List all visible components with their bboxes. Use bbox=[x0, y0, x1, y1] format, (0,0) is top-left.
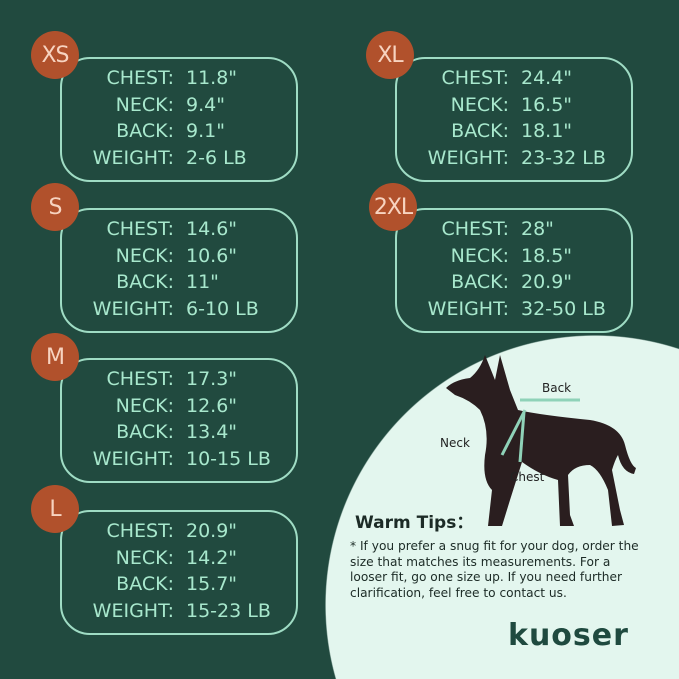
neck-value: 14.2" bbox=[186, 546, 238, 569]
size-card-xl: CHEST: 24.4" NECK: 16.5" BACK: 18.1" WEIGHT: 23… bbox=[395, 57, 633, 182]
size-badge: XS bbox=[31, 31, 79, 79]
weight-label: WEIGHT: bbox=[92, 447, 174, 470]
chest-row: CHEST: 17.3" bbox=[62, 368, 296, 394]
back-value: 15.7" bbox=[186, 573, 238, 595]
size-card-m: CHEST: 17.3" NECK: 12.6" BACK: 13.4" WEIGHT: 10… bbox=[60, 358, 298, 483]
neck-label: NECK: bbox=[115, 394, 174, 417]
back-row: BACK: 11" bbox=[62, 271, 296, 297]
chest-label: CHEST: bbox=[106, 218, 174, 240]
neck-value: 9.4" bbox=[186, 93, 225, 116]
neck-value: 18.5" bbox=[521, 244, 573, 267]
neck-value: 16.5" bbox=[521, 93, 573, 116]
back-row: BACK: 15.7" bbox=[62, 573, 296, 599]
chest-row: CHEST: 11.8" bbox=[62, 67, 296, 93]
back-label: BACK: bbox=[116, 120, 174, 142]
chest-label: CHEST: bbox=[106, 520, 174, 542]
chest-value: 20.9" bbox=[186, 520, 238, 542]
neck-value: 10.6" bbox=[186, 244, 238, 267]
neck-row: NECK: 16.5" bbox=[397, 94, 631, 120]
neck-value: 12.6" bbox=[186, 394, 238, 417]
weight-row: WEIGHT: 2-6 LB bbox=[62, 147, 296, 173]
weight-row: WEIGHT: 32-50 LB bbox=[397, 298, 631, 324]
weight-label: WEIGHT: bbox=[92, 599, 174, 622]
size-badge: L bbox=[31, 485, 79, 533]
weight-label: WEIGHT: bbox=[427, 146, 509, 169]
weight-row: WEIGHT: 15-23 LB bbox=[62, 600, 296, 626]
neck-label: NECK: bbox=[115, 546, 174, 569]
neck-label: NECK: bbox=[450, 244, 509, 267]
chest-label: CHEST: bbox=[106, 368, 174, 390]
back-label: BACK: bbox=[116, 573, 174, 595]
size-card-l: CHEST: 20.9" NECK: 14.2" BACK: 15.7" WEIGHT: 15… bbox=[60, 510, 298, 635]
back-row: BACK: 13.4" bbox=[62, 421, 296, 447]
neck-row: NECK: 10.6" bbox=[62, 245, 296, 271]
tips-text: * If you prefer a snug fit for your dog,… bbox=[350, 539, 639, 600]
weight-label: WEIGHT: bbox=[427, 297, 509, 320]
neck-row: NECK: 9.4" bbox=[62, 94, 296, 120]
chest-label: CHEST: bbox=[441, 67, 509, 89]
chest-row: CHEST: 20.9" bbox=[62, 520, 296, 546]
chest-value: 28" bbox=[521, 218, 554, 240]
size-card-s: CHEST: 14.6" NECK: 10.6" BACK: 11" WEIGHT: 6-10… bbox=[60, 208, 298, 333]
back-label: Back bbox=[542, 381, 572, 395]
back-label: BACK: bbox=[116, 421, 174, 443]
back-label: BACK: bbox=[451, 120, 509, 142]
weight-row: WEIGHT: 10-15 LB bbox=[62, 448, 296, 474]
neck-row: NECK: 12.6" bbox=[62, 395, 296, 421]
weight-row: WEIGHT: 23-32 LB bbox=[397, 147, 631, 173]
weight-value: 6-10 LB bbox=[186, 297, 259, 320]
size-badge: M bbox=[31, 333, 79, 381]
neck-label: NECK: bbox=[115, 244, 174, 267]
chest-label: Chest bbox=[510, 470, 545, 484]
weight-label: WEIGHT: bbox=[92, 297, 174, 320]
weight-value: 2-6 LB bbox=[186, 146, 247, 169]
back-value: 20.9" bbox=[521, 271, 573, 293]
chest-value: 24.4" bbox=[521, 67, 573, 89]
weight-label: WEIGHT: bbox=[92, 146, 174, 169]
back-row: BACK: 9.1" bbox=[62, 120, 296, 146]
size-badge: S bbox=[31, 183, 79, 231]
size-card-2xl: CHEST: 28" NECK: 18.5" BACK: 20.9" WEIGHT: 32-5… bbox=[395, 208, 633, 333]
neck-label: NECK: bbox=[115, 93, 174, 116]
back-value: 11" bbox=[186, 271, 219, 293]
chest-value: 11.8" bbox=[186, 67, 238, 89]
neck-measure bbox=[500, 409, 527, 456]
neck-label: Neck bbox=[440, 436, 470, 450]
back-value: 18.1" bbox=[521, 120, 573, 142]
weight-value: 32-50 LB bbox=[521, 297, 606, 320]
brand-logo: kuoser bbox=[508, 618, 629, 653]
tips-title: Warm Tips： bbox=[355, 513, 474, 533]
chest-measure bbox=[518, 411, 526, 463]
weight-value: 10-15 LB bbox=[186, 447, 271, 470]
size-card-xs: CHEST: 11.8" NECK: 9.4" BACK: 9.1" WEIGHT: 2-6 … bbox=[60, 57, 298, 182]
neck-row: NECK: 18.5" bbox=[397, 245, 631, 271]
size-badge: 2XL bbox=[369, 183, 417, 231]
chest-value: 14.6" bbox=[186, 218, 238, 240]
back-row: BACK: 18.1" bbox=[397, 120, 631, 146]
weight-row: WEIGHT: 6-10 LB bbox=[62, 298, 296, 324]
chest-row: CHEST: 24.4" bbox=[397, 67, 631, 93]
chest-value: 17.3" bbox=[186, 368, 238, 390]
back-label: BACK: bbox=[451, 271, 509, 293]
back-value: 13.4" bbox=[186, 421, 238, 443]
chest-row: CHEST: 28" bbox=[397, 218, 631, 244]
back-label: BACK: bbox=[116, 271, 174, 293]
weight-value: 15-23 LB bbox=[186, 599, 271, 622]
dog-diagram bbox=[446, 355, 636, 526]
chest-row: CHEST: 14.6" bbox=[62, 218, 296, 244]
dog-silhouette bbox=[446, 355, 636, 526]
back-value: 9.1" bbox=[186, 120, 225, 142]
neck-label: NECK: bbox=[450, 93, 509, 116]
weight-value: 23-32 LB bbox=[521, 146, 606, 169]
size-badge: XL bbox=[366, 31, 414, 79]
neck-row: NECK: 14.2" bbox=[62, 547, 296, 573]
chest-label: CHEST: bbox=[441, 218, 509, 240]
chest-label: CHEST: bbox=[106, 67, 174, 89]
back-row: BACK: 20.9" bbox=[397, 271, 631, 297]
